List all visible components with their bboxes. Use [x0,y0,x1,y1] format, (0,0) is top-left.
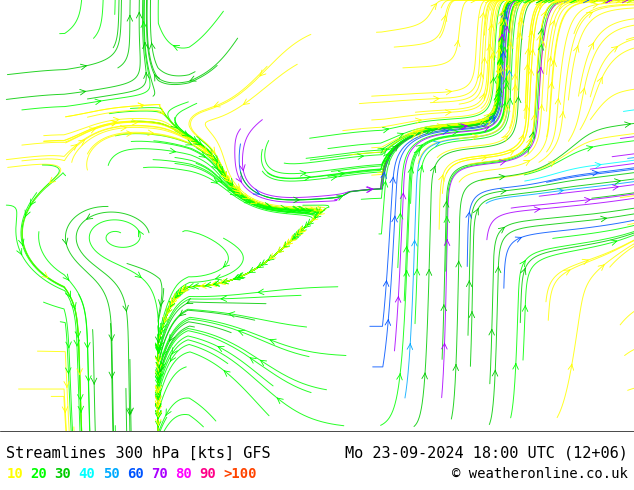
Text: 80: 80 [175,467,191,481]
Text: 70: 70 [151,467,167,481]
Text: 30: 30 [55,467,71,481]
Text: 90: 90 [199,467,216,481]
Text: 10: 10 [6,467,23,481]
Text: 60: 60 [127,467,143,481]
Text: 40: 40 [79,467,95,481]
Text: Streamlines 300 hPa [kts] GFS: Streamlines 300 hPa [kts] GFS [6,446,271,461]
Text: >100: >100 [223,467,257,481]
Text: Mo 23-09-2024 18:00 UTC (12+06): Mo 23-09-2024 18:00 UTC (12+06) [345,446,628,461]
Text: 50: 50 [103,467,119,481]
Text: 20: 20 [30,467,47,481]
Text: © weatheronline.co.uk: © weatheronline.co.uk [452,467,628,481]
